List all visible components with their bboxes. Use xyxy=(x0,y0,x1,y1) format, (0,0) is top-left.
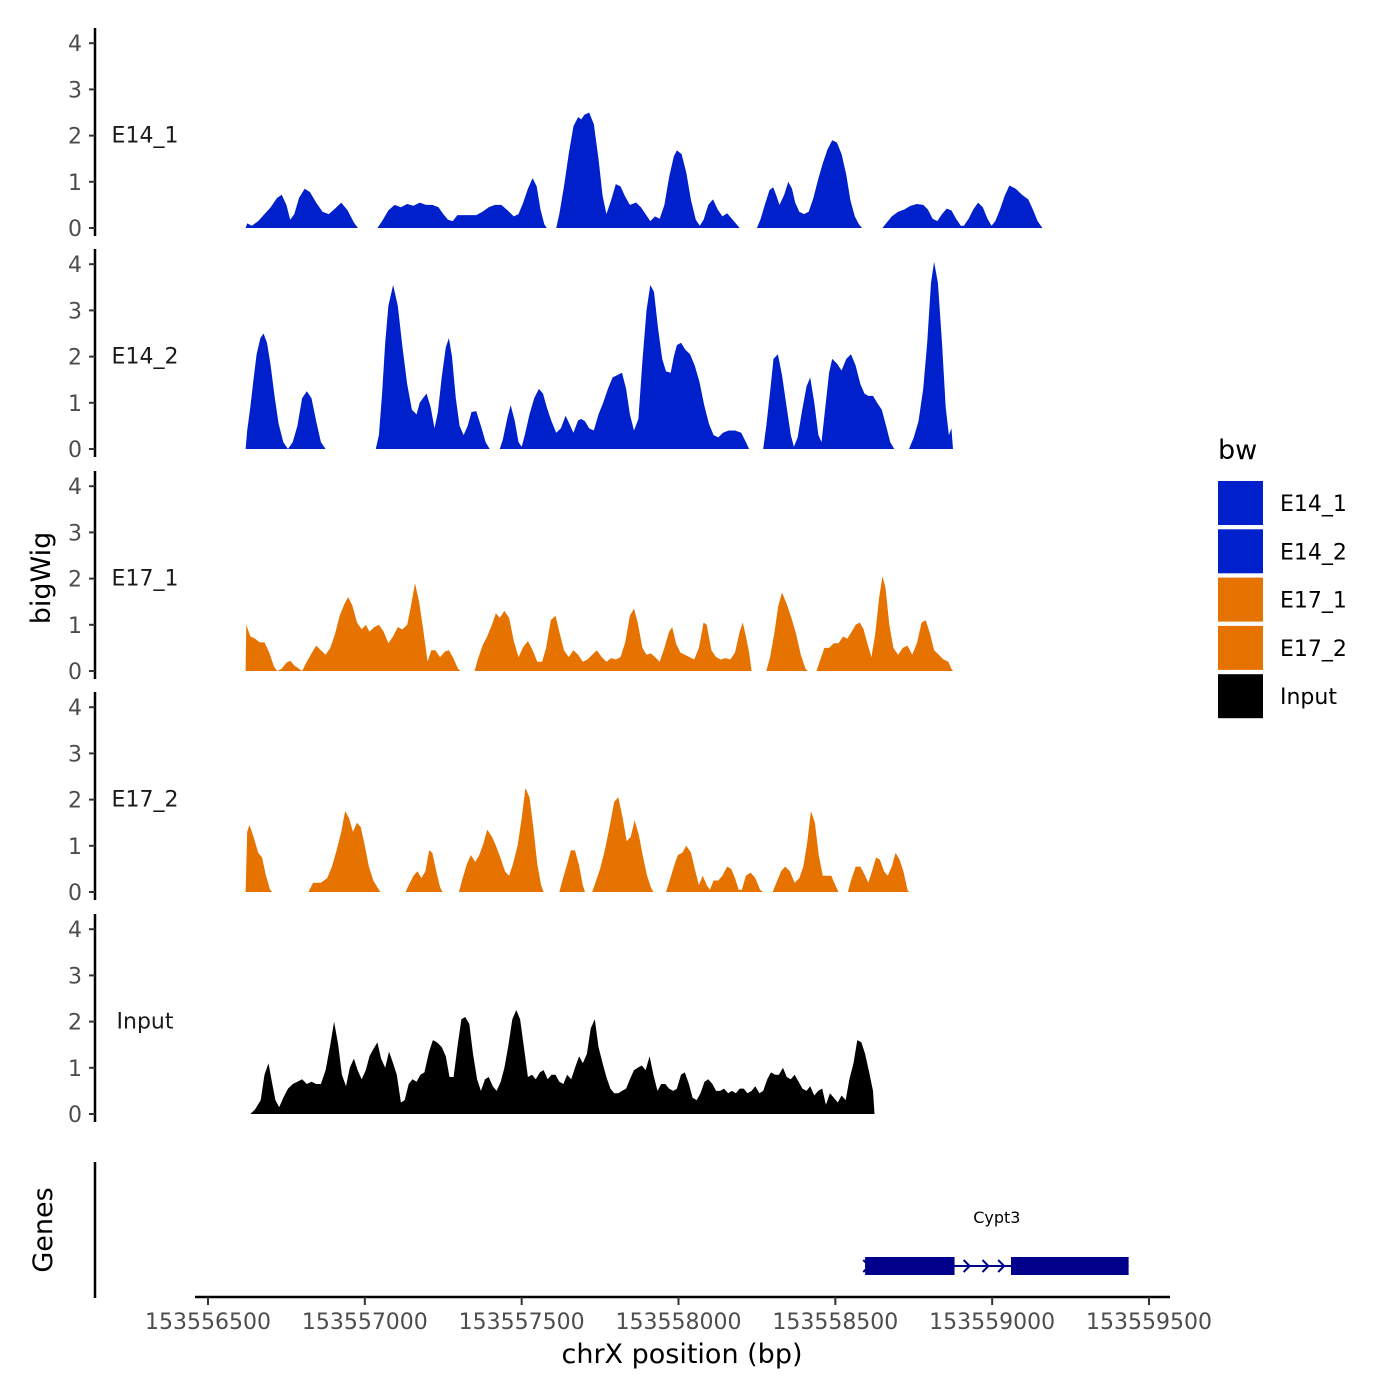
y-tick-label: 3 xyxy=(68,964,82,989)
x-tick-label: 153556500 xyxy=(145,1310,271,1335)
gene-name-label: Cypt3 xyxy=(973,1208,1020,1227)
coverage-area-e14-1-2 xyxy=(556,112,740,228)
y-axis-title: bigWig xyxy=(26,532,57,625)
coverage-area-e17-2-5 xyxy=(592,797,654,892)
y-tick-label: 4 xyxy=(68,253,82,278)
legend-label: E17_1 xyxy=(1280,589,1347,614)
coverage-area-e17-1-0 xyxy=(245,583,461,671)
strand-arrow xyxy=(997,1259,1006,1273)
coverage-tracks: 0 1 2 3 4 E14_1 0 1 2 3 4 E14_2 0 1 2 3 4 E17_1 0 1 2 3 4 E17_2… xyxy=(68,27,1043,1128)
track-label: E14_2 xyxy=(112,345,179,370)
legend-key-e14-2 xyxy=(1218,529,1263,574)
legend-title: bw xyxy=(1218,435,1257,466)
legend-label: Input xyxy=(1280,685,1337,710)
y-tick-label: 1 xyxy=(68,835,82,860)
y-tick-label: 0 xyxy=(68,881,82,906)
coverage-area-e14-1-1 xyxy=(377,178,547,228)
x-axis: chrX position (bp) 153556500 153557000 153… xyxy=(145,1295,1212,1370)
coverage-area-e14-2-1 xyxy=(375,285,490,449)
legend: bw E14_1 E14_2 E17_1 E17_2 Input xyxy=(1218,435,1347,719)
y-tick-label: 1 xyxy=(68,614,82,639)
coverage-area-e14-1-3 xyxy=(756,140,862,228)
x-tick-label: 153557000 xyxy=(302,1310,428,1335)
legend-key-e17-2 xyxy=(1218,625,1263,670)
x-tick-label: 153559000 xyxy=(929,1310,1055,1335)
y-tick-label: 4 xyxy=(68,696,82,721)
y-tick-label: 3 xyxy=(68,742,82,767)
legend-key-e17-1 xyxy=(1218,577,1263,622)
track-e14-2: 0 1 2 3 4 E14_2 xyxy=(68,248,953,463)
y-tick-label: 1 xyxy=(68,392,82,417)
y-tick-label: 2 xyxy=(68,125,82,150)
y-tick-label: 0 xyxy=(68,217,82,242)
track-e17-2: 0 1 2 3 4 E17_2 xyxy=(68,691,909,906)
strand-arrow xyxy=(862,1259,871,1273)
x-tick-label: 153559500 xyxy=(1086,1310,1212,1335)
track-e17-1: 0 1 2 3 4 E17_1 xyxy=(68,470,953,685)
gene-exon xyxy=(1010,1257,1129,1275)
y-tick-label: 0 xyxy=(68,438,82,463)
strand-arrow xyxy=(1120,1259,1129,1273)
y-tick-label: 3 xyxy=(68,521,82,546)
x-tick-label: 153557500 xyxy=(459,1310,585,1335)
coverage-area-e17-1-2 xyxy=(766,592,808,671)
coverage-area-input-0 xyxy=(250,1010,875,1114)
y-tick-label: 4 xyxy=(68,32,82,57)
y-tick-label: 2 xyxy=(68,346,82,371)
y-tick-label: 2 xyxy=(68,568,82,593)
legend-label: E14_2 xyxy=(1280,540,1347,565)
strand-arrow xyxy=(962,1259,972,1273)
track-label: E17_2 xyxy=(112,788,179,813)
coverage-area-e14-2-2 xyxy=(499,285,750,449)
y-tick-label: 2 xyxy=(68,1011,82,1036)
legend-label: E14_1 xyxy=(1280,492,1347,517)
track-label: Input xyxy=(117,1010,174,1035)
x-tick-label: 153558000 xyxy=(616,1310,742,1335)
coverage-area-e14-1-4 xyxy=(882,185,1043,228)
coverage-area-e17-2-7 xyxy=(772,811,839,892)
coverage-area-e17-2-3 xyxy=(458,788,544,892)
gene-exon xyxy=(865,1257,955,1275)
track-e14-1: 0 1 2 3 4 E14_1 xyxy=(68,27,1043,242)
coverage-area-e17-2-0 xyxy=(245,825,273,892)
gene-cypt3: Cypt3 xyxy=(862,1208,1129,1275)
coverage-area-e17-2-2 xyxy=(405,850,443,892)
coverage-area-e17-2-4 xyxy=(559,850,585,892)
y-tick-label: 2 xyxy=(68,789,82,814)
y-tick-label: 0 xyxy=(68,660,82,685)
y-tick-label: 4 xyxy=(68,475,82,500)
y-tick-label: 4 xyxy=(68,918,82,943)
strand-arrow xyxy=(981,1259,990,1273)
genes-axis-title: Genes xyxy=(28,1187,59,1272)
coverage-area-e17-2-1 xyxy=(308,811,381,892)
y-tick-label: 0 xyxy=(68,1103,82,1128)
legend-key-input xyxy=(1218,674,1263,719)
genes-panel: Genes Cypt3 xyxy=(28,1162,1129,1298)
y-tick-label: 1 xyxy=(68,171,82,196)
track-label: E14_1 xyxy=(112,124,179,149)
coverage-area-e17-1-1 xyxy=(474,608,752,671)
coverage-area-e14-1-0 xyxy=(245,188,358,228)
coverage-area-e14-2-3 xyxy=(763,354,895,449)
coverage-area-e14-2-4 xyxy=(909,261,953,449)
y-tick-label: 3 xyxy=(68,78,82,103)
legend-key-e14-1 xyxy=(1218,481,1263,525)
x-tick-label: 153558500 xyxy=(772,1310,898,1335)
coverage-area-e17-2-6 xyxy=(666,845,764,892)
legend-label: E17_2 xyxy=(1280,637,1347,662)
y-tick-label: 3 xyxy=(68,299,82,324)
y-tick-label: 1 xyxy=(68,1057,82,1082)
coverage-area-e14-2-0 xyxy=(245,333,326,449)
track-input: 0 1 2 3 4 Input xyxy=(68,913,875,1128)
coverage-area-e17-2-8 xyxy=(847,852,909,892)
coverage-area-e17-1-3 xyxy=(816,576,953,671)
track-label: E17_1 xyxy=(112,567,179,592)
x-axis-title: chrX position (bp) xyxy=(561,1339,802,1370)
